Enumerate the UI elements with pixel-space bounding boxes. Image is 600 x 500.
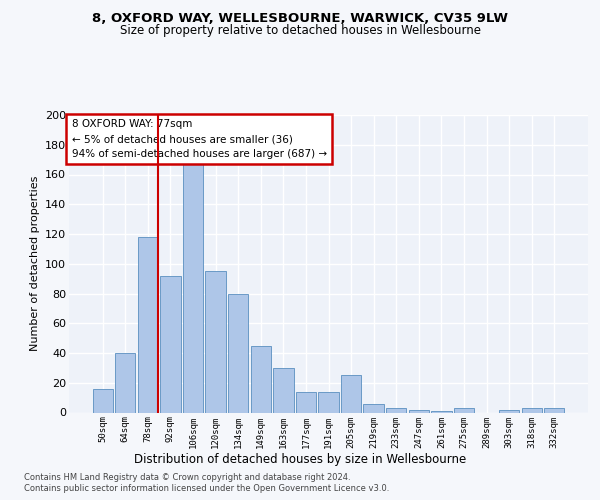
Bar [205,271,226,412]
Text: Distribution of detached houses by size in Wellesbourne: Distribution of detached houses by size … [134,452,466,466]
Bar [92,388,113,412]
Bar [499,410,519,412]
Bar [521,408,542,412]
Bar [296,392,316,412]
Bar [409,410,429,412]
Bar [431,411,452,412]
Bar [386,408,406,412]
Text: 8 OXFORD WAY: 77sqm
← 5% of detached houses are smaller (36)
94% of semi-detache: 8 OXFORD WAY: 77sqm ← 5% of detached hou… [71,120,327,159]
Bar [228,294,248,412]
Bar [115,353,136,412]
Bar [319,392,338,412]
Bar [544,408,565,412]
Bar [251,346,271,412]
Bar [138,237,158,412]
Bar [364,404,384,412]
Bar [341,376,361,412]
Bar [183,162,203,412]
Text: Contains HM Land Registry data © Crown copyright and database right 2024.: Contains HM Land Registry data © Crown c… [24,472,350,482]
Text: Contains public sector information licensed under the Open Government Licence v3: Contains public sector information licen… [24,484,389,493]
Bar [273,368,293,412]
Bar [160,276,181,412]
Y-axis label: Number of detached properties: Number of detached properties [29,176,40,352]
Text: 8, OXFORD WAY, WELLESBOURNE, WARWICK, CV35 9LW: 8, OXFORD WAY, WELLESBOURNE, WARWICK, CV… [92,12,508,26]
Bar [454,408,474,412]
Text: Size of property relative to detached houses in Wellesbourne: Size of property relative to detached ho… [119,24,481,37]
